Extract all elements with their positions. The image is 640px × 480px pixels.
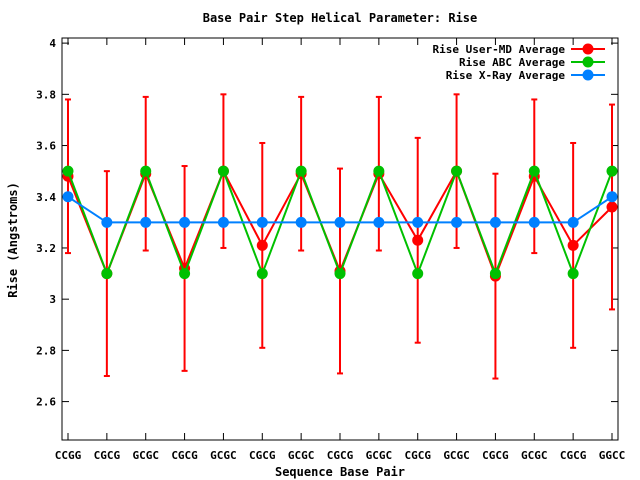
x-tick-label: CCGG xyxy=(55,449,82,462)
y-tick-label: 3.4 xyxy=(36,191,56,204)
legend-swatch-marker xyxy=(582,56,594,68)
chart-title: Base Pair Step Helical Parameter: Rise xyxy=(203,11,478,25)
x-tick-label: GCGC xyxy=(521,449,548,462)
data-point xyxy=(373,216,385,228)
x-tick-label: GGCC xyxy=(599,449,626,462)
data-point xyxy=(217,216,229,228)
x-tick-label: GCGC xyxy=(443,449,470,462)
legend-swatch-marker xyxy=(582,43,594,55)
data-point xyxy=(62,191,74,203)
y-tick-label: 3.6 xyxy=(36,140,56,153)
data-point xyxy=(101,216,113,228)
data-point xyxy=(101,268,113,280)
data-point xyxy=(451,165,463,177)
series-1 xyxy=(62,93,618,380)
series-3 xyxy=(62,191,618,228)
chart-marks xyxy=(62,93,618,380)
data-point xyxy=(140,216,152,228)
y-tick-label: 2.8 xyxy=(36,344,56,357)
x-tick-label: GCGC xyxy=(288,449,315,462)
axis-ticks: 2.6 2.8 3 3.2 3.4 3.6 3.8 4 CCGG CGCG GCGC CGCG GCGC… xyxy=(36,37,625,462)
y-tick-label: 4 xyxy=(49,37,56,50)
data-point xyxy=(256,239,268,251)
x-tick-label: CGCG xyxy=(249,449,276,462)
data-point xyxy=(606,191,618,203)
data-point xyxy=(412,234,424,246)
data-point xyxy=(528,165,540,177)
data-point xyxy=(334,216,346,228)
series-2 xyxy=(62,165,618,280)
data-point xyxy=(62,165,74,177)
data-point xyxy=(373,165,385,177)
data-point xyxy=(567,216,579,228)
legend-label: Rise X-Ray Average xyxy=(446,69,566,82)
data-point xyxy=(140,165,152,177)
data-point xyxy=(179,216,191,228)
data-point xyxy=(295,216,307,228)
data-point xyxy=(489,216,501,228)
data-point xyxy=(412,268,424,280)
data-point xyxy=(567,239,579,251)
x-tick-label: GCGC xyxy=(210,449,237,462)
x-tick-label: CGCG xyxy=(482,449,509,462)
x-tick-label: GCGC xyxy=(366,449,393,462)
y-tick-label: 2.6 xyxy=(36,396,56,409)
data-point xyxy=(567,268,579,280)
legend-swatch-marker xyxy=(582,69,594,81)
y-tick-label: 3 xyxy=(49,293,56,306)
x-tick-label: CGCG xyxy=(171,449,198,462)
data-point xyxy=(489,268,501,280)
data-point xyxy=(606,201,618,213)
x-tick-label: CGCG xyxy=(560,449,587,462)
legend-label: Rise User-MD Average xyxy=(433,43,566,56)
data-point xyxy=(256,268,268,280)
data-point xyxy=(412,216,424,228)
data-point xyxy=(334,268,346,280)
x-tick-label: CGCG xyxy=(94,449,121,462)
y-axis-label: Rise (Angstroms) xyxy=(6,182,20,298)
x-tick-label: GCGC xyxy=(132,449,159,462)
x-axis-label: Sequence Base Pair xyxy=(275,465,405,479)
data-point xyxy=(528,216,540,228)
data-point xyxy=(179,268,191,280)
x-tick-label: CGCG xyxy=(327,449,354,462)
x-tick-label: CGCG xyxy=(404,449,431,462)
data-point xyxy=(256,216,268,228)
legend-label: Rise ABC Average xyxy=(459,56,565,69)
data-point xyxy=(606,165,618,177)
y-tick-label: 3.8 xyxy=(36,88,56,101)
y-tick-label: 3.2 xyxy=(36,242,56,255)
data-point xyxy=(451,216,463,228)
data-point xyxy=(295,165,307,177)
data-point xyxy=(217,165,229,177)
